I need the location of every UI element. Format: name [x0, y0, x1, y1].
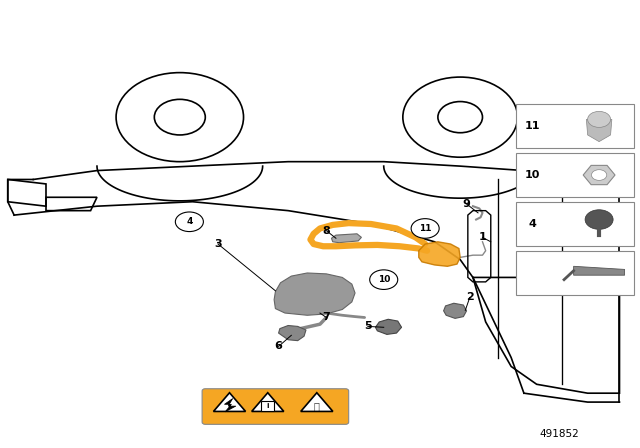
- Polygon shape: [225, 399, 236, 412]
- Polygon shape: [332, 234, 362, 243]
- Text: 7: 7: [323, 313, 330, 323]
- Polygon shape: [583, 165, 615, 185]
- Polygon shape: [586, 119, 612, 142]
- Circle shape: [175, 212, 204, 232]
- Polygon shape: [419, 242, 460, 266]
- Text: 4: 4: [528, 219, 536, 229]
- Text: 6: 6: [275, 341, 282, 351]
- Text: 491852: 491852: [539, 429, 579, 439]
- FancyBboxPatch shape: [516, 153, 634, 197]
- Text: 1: 1: [479, 233, 486, 242]
- Polygon shape: [274, 273, 355, 315]
- FancyBboxPatch shape: [202, 389, 349, 424]
- Polygon shape: [252, 393, 284, 411]
- Text: 10: 10: [525, 170, 540, 180]
- Text: 2: 2: [466, 293, 474, 302]
- Text: 9: 9: [463, 199, 470, 209]
- Text: 5: 5: [364, 321, 372, 332]
- Text: 11: 11: [419, 224, 431, 233]
- Polygon shape: [573, 266, 625, 275]
- Circle shape: [588, 112, 611, 127]
- Circle shape: [370, 270, 397, 289]
- Text: 11: 11: [524, 121, 540, 131]
- Text: i: i: [266, 403, 269, 409]
- Polygon shape: [214, 393, 246, 411]
- FancyBboxPatch shape: [516, 104, 634, 148]
- Text: 4: 4: [186, 217, 193, 226]
- Polygon shape: [301, 393, 333, 411]
- Text: ✋: ✋: [314, 401, 320, 411]
- Polygon shape: [376, 319, 401, 334]
- Circle shape: [591, 170, 607, 181]
- FancyBboxPatch shape: [516, 251, 634, 295]
- Polygon shape: [444, 303, 467, 319]
- Text: 8: 8: [323, 226, 330, 236]
- FancyBboxPatch shape: [516, 202, 634, 246]
- Circle shape: [585, 210, 613, 229]
- FancyBboxPatch shape: [261, 401, 274, 410]
- Text: 10: 10: [378, 275, 390, 284]
- Circle shape: [411, 219, 439, 238]
- Polygon shape: [278, 326, 306, 340]
- Text: 3: 3: [214, 239, 222, 249]
